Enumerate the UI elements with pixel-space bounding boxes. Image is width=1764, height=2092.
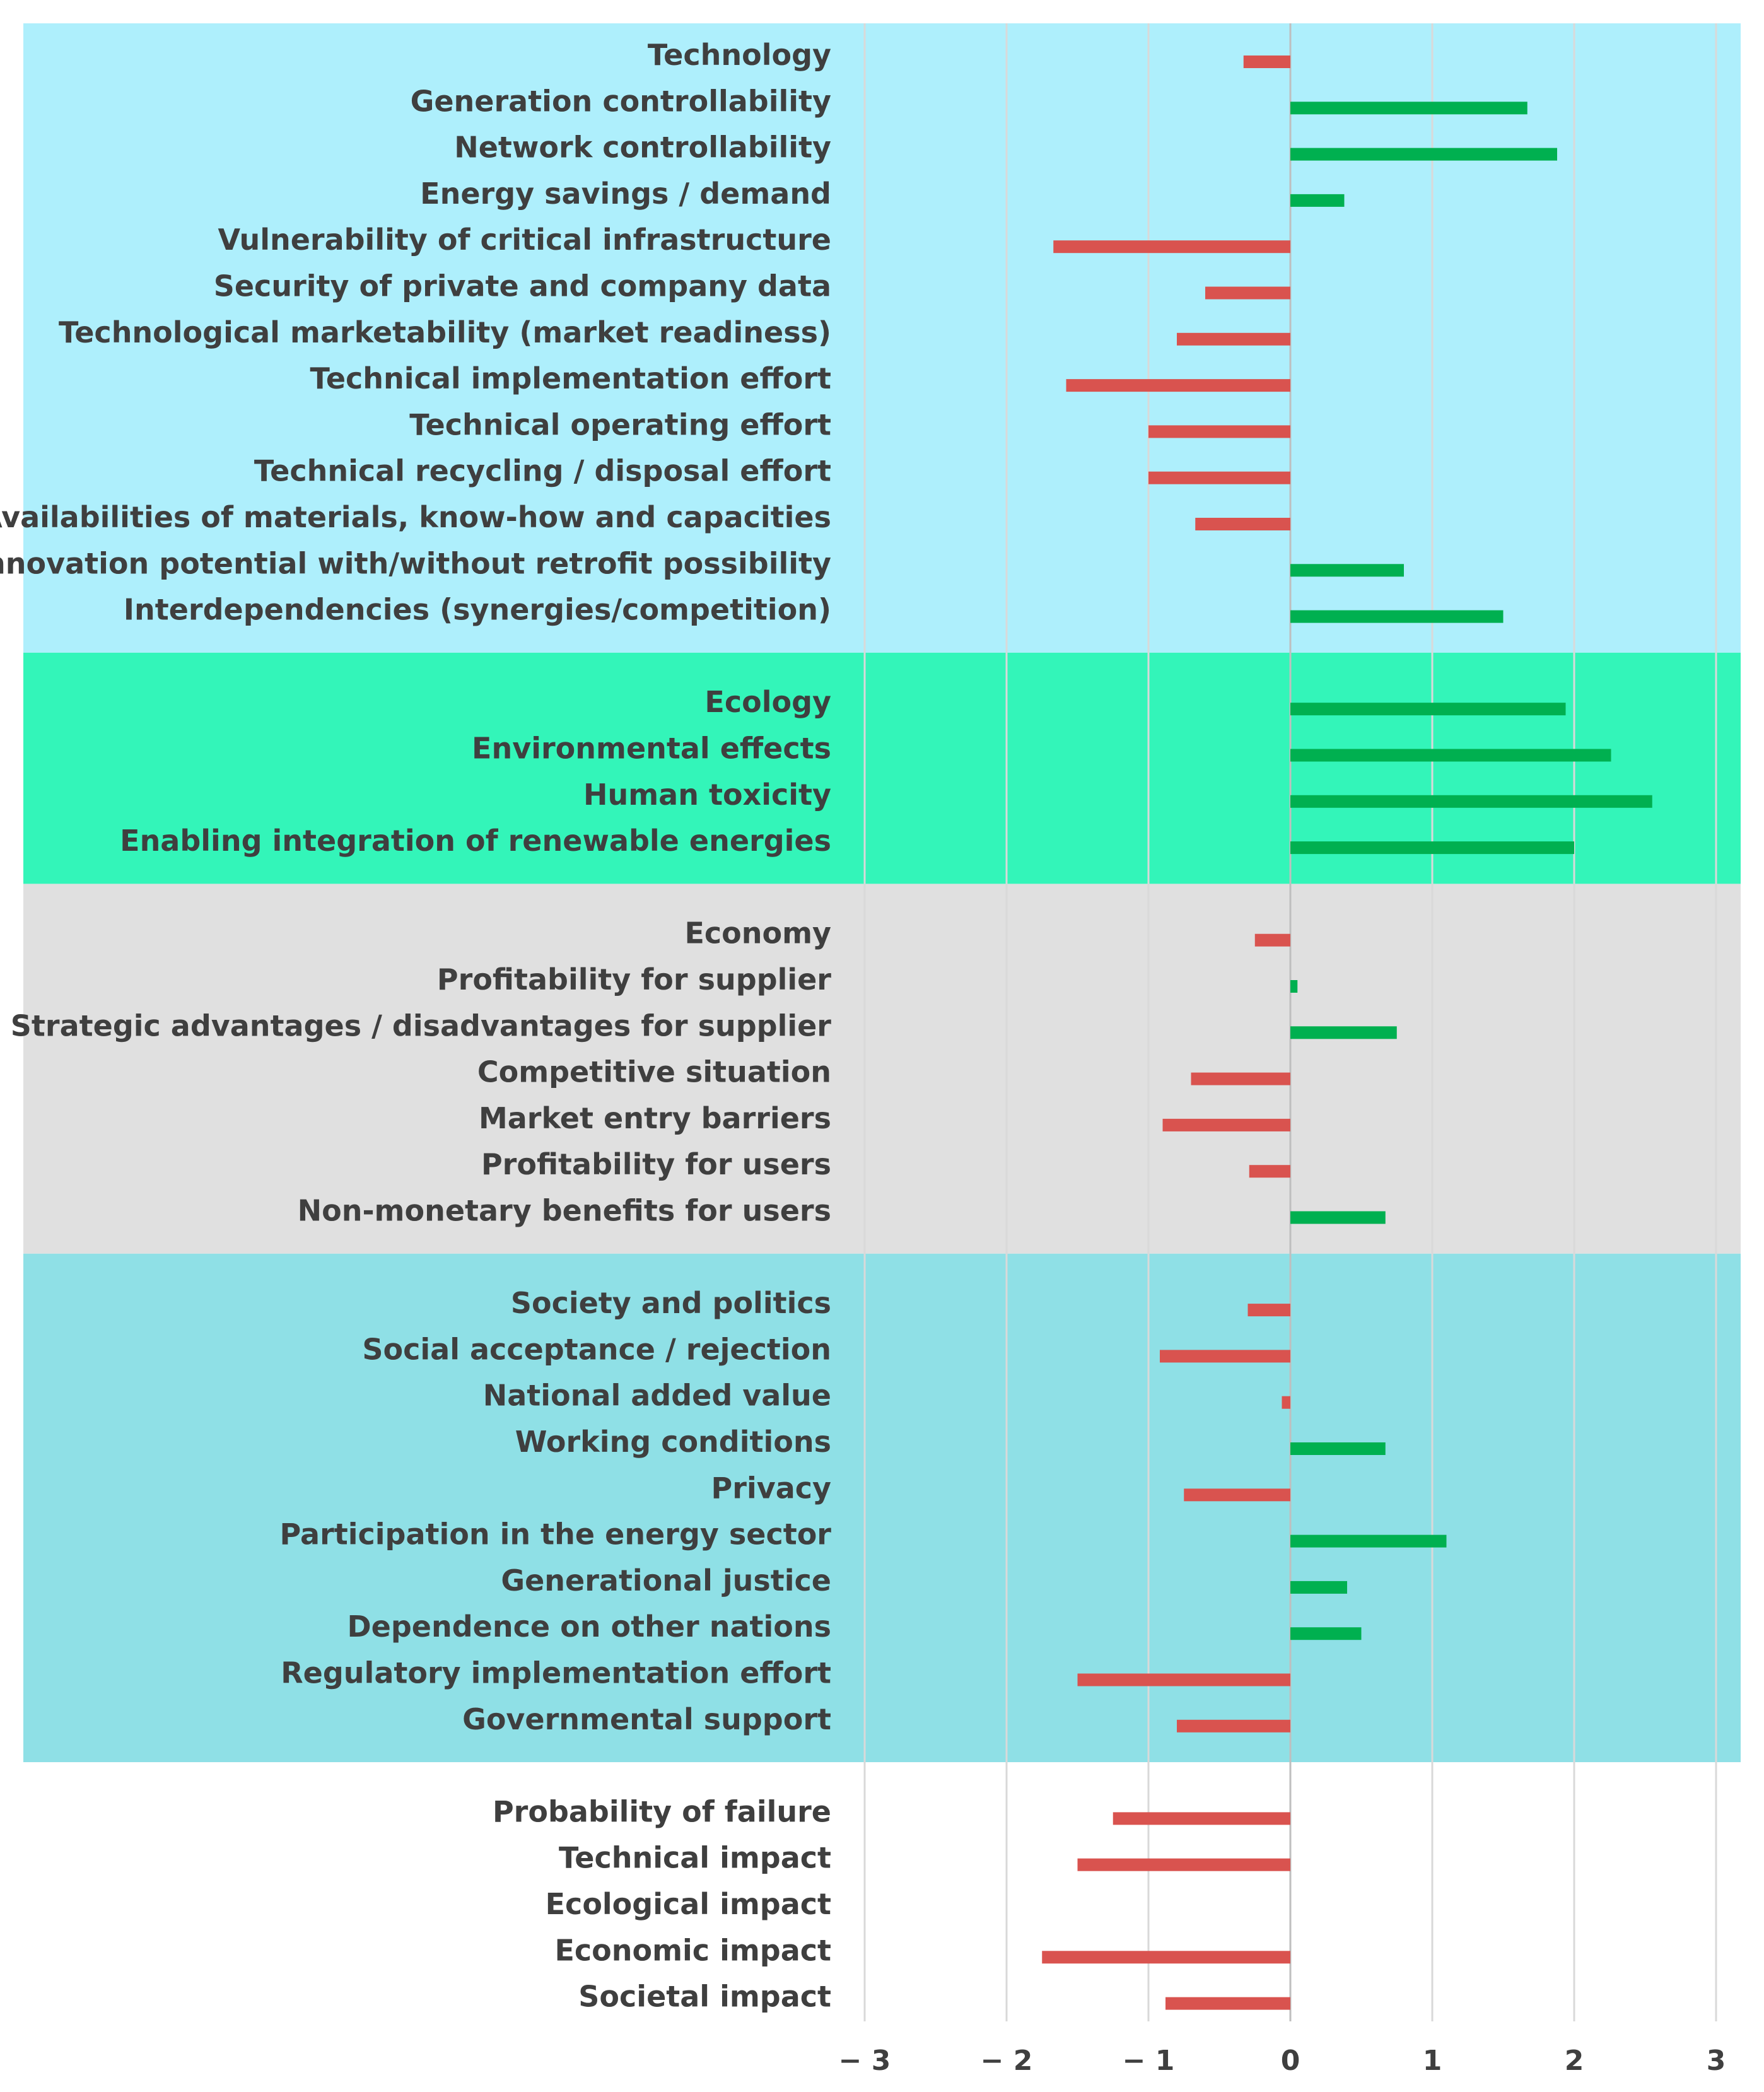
- bar: [1290, 841, 1574, 854]
- category-label: Energy savings / demand: [420, 177, 831, 211]
- bar: [1244, 56, 1290, 68]
- category-label: Interdependencies (synergies/competition…: [124, 593, 831, 627]
- x-tick-label: − 2: [981, 2045, 1033, 2077]
- category-label: Market entry barriers: [479, 1101, 831, 1135]
- group-band-risk: [23, 1762, 1741, 2040]
- bar: [1255, 934, 1290, 947]
- bar: [1249, 1165, 1290, 1177]
- bar: [1290, 1581, 1347, 1594]
- category-label: Economic impact: [554, 1933, 831, 1967]
- category-label: Probability of failure: [493, 1794, 831, 1828]
- bar: [1177, 333, 1290, 346]
- bar: [1066, 379, 1291, 392]
- bar: [1191, 1073, 1291, 1085]
- bar-chart: Technology Generation controllability Netw…: [0, 0, 1764, 2092]
- category-label: Economy: [684, 916, 831, 950]
- bar: [1195, 518, 1290, 530]
- bar: [1165, 1997, 1290, 2010]
- bar: [1163, 1119, 1291, 1131]
- bar: [1290, 795, 1652, 808]
- category-label: Privacy: [711, 1471, 831, 1505]
- category-label: Technical recycling / disposal effort: [254, 454, 831, 488]
- bar: [1205, 287, 1290, 300]
- bar: [1160, 1350, 1290, 1362]
- bar: [1248, 1304, 1291, 1316]
- category-label: Vulnerability of critical infrastructure: [218, 223, 831, 257]
- x-tick-label: 3: [1707, 2045, 1726, 2077]
- bar: [1290, 102, 1527, 114]
- group-band-economy: [23, 884, 1741, 1253]
- category-label: Non-monetary benefits for users: [298, 1194, 831, 1228]
- category-label: Human toxicity: [583, 778, 831, 812]
- bar: [1290, 1212, 1386, 1224]
- bar: [1290, 194, 1345, 207]
- bar: [1042, 1951, 1290, 1963]
- category-label: Innovation potential with/without retrof…: [0, 546, 831, 580]
- category-label: Security of private and company data: [214, 269, 831, 303]
- bar: [1290, 1535, 1447, 1548]
- bar: [1282, 1396, 1291, 1409]
- category-label: Society and politics: [511, 1286, 831, 1320]
- bar: [1148, 425, 1290, 438]
- category-label: Ecology: [704, 685, 831, 719]
- x-tick-label: − 3: [839, 2045, 891, 2077]
- bar: [1290, 611, 1504, 623]
- category-label: Profitability for supplier: [437, 962, 831, 996]
- category-label: Participation in the energy sector: [280, 1517, 832, 1551]
- category-label: Technical impact: [559, 1841, 831, 1875]
- bar: [1078, 1859, 1291, 1871]
- bar: [1053, 240, 1290, 253]
- category-label: Technological marketability (market read…: [59, 315, 831, 349]
- category-label: Strategic advantages / disadvantages for…: [11, 1008, 832, 1043]
- category-label: Competitive situation: [477, 1055, 831, 1089]
- bar: [1290, 980, 1297, 993]
- x-tick-label: 1: [1423, 2045, 1442, 2077]
- category-label: Social acceptance / rejection: [362, 1332, 831, 1366]
- category-label: Dependence on other nations: [348, 1610, 832, 1644]
- bar: [1290, 1026, 1397, 1039]
- bar: [1290, 564, 1404, 576]
- category-label: Environmental effects: [472, 732, 831, 766]
- category-label: Technical implementation effort: [310, 361, 831, 395]
- category-label: Generational justice: [501, 1563, 831, 1598]
- bar: [1290, 1627, 1362, 1640]
- bar: [1290, 749, 1611, 762]
- bar: [1078, 1674, 1291, 1686]
- x-tick-label: − 1: [1123, 2045, 1175, 2077]
- category-label: Regulatory implementation effort: [281, 1656, 831, 1690]
- bar: [1148, 472, 1290, 484]
- bar: [1177, 1720, 1290, 1733]
- category-label: Enabling integration of renewable energi…: [120, 824, 831, 858]
- category-label: Technical operating effort: [409, 407, 831, 441]
- category-label: Ecological impact: [546, 1887, 831, 1921]
- category-label: Availabilities of materials, know-how an…: [0, 500, 831, 534]
- category-label: Generation controllability: [411, 84, 831, 118]
- category-label: Network controllability: [454, 131, 831, 165]
- x-axis-ticks: − 3 − 2 − 1 0 1 2 3: [839, 2045, 1726, 2077]
- category-label: National added value: [483, 1379, 831, 1413]
- x-tick-label: 2: [1565, 2045, 1584, 2077]
- x-tick-label: 0: [1281, 2045, 1300, 2077]
- bar: [1113, 1812, 1290, 1825]
- bar: [1184, 1488, 1290, 1501]
- category-label: Profitability for users: [481, 1147, 831, 1181]
- category-label: Societal impact: [578, 1980, 831, 2014]
- bar: [1290, 148, 1557, 161]
- category-label: Technology: [648, 38, 831, 72]
- category-label: Working conditions: [515, 1425, 831, 1459]
- bar: [1290, 703, 1566, 715]
- category-label: Governmental support: [462, 1702, 831, 1736]
- bar: [1290, 1442, 1386, 1455]
